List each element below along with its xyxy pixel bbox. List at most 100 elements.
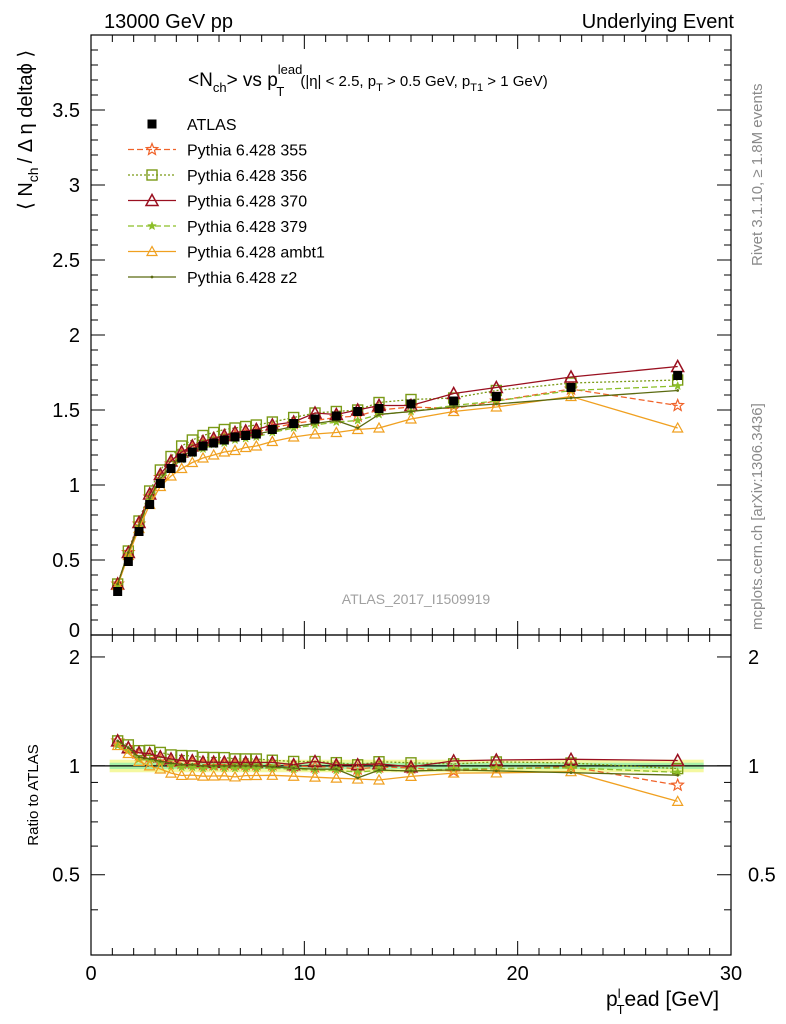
marker-z2 (494, 769, 498, 773)
y-tick-label: 2.5 (52, 250, 80, 272)
title-cuts-b-sub: T1 (470, 82, 483, 94)
dot-point (158, 759, 162, 763)
marker-z2 (116, 739, 120, 743)
marker-z2 (190, 763, 194, 766)
marker-z2 (116, 582, 120, 586)
marker-ATLAS (449, 396, 459, 406)
marker-ambt1 (372, 773, 386, 785)
marker-ambt1 (351, 772, 364, 784)
small-triangle-point (490, 766, 503, 778)
atlas-point (673, 371, 683, 380)
marker-z2 (569, 771, 573, 775)
marker-ambt1 (564, 765, 578, 777)
marker-z2 (254, 764, 258, 768)
dot-point (126, 746, 130, 750)
title-main-sub: ch (213, 80, 227, 95)
marker-ATLAS (209, 438, 219, 448)
header-left: 13000 GeV pp (104, 11, 233, 33)
triangle-point (563, 369, 579, 383)
marker-p379 (352, 415, 363, 425)
small-triangle-point (122, 747, 135, 759)
marker-ambt1 (175, 462, 188, 474)
marker-ambt1 (186, 768, 199, 780)
marker-ambt1 (196, 451, 210, 463)
marker-p355 (144, 141, 160, 156)
marker-ATLAS (353, 407, 363, 416)
marker-ATLAS (267, 425, 277, 434)
series-ambt1 (111, 390, 684, 591)
marker-ambt1 (447, 405, 460, 417)
y-tick-label: 3.5 (52, 100, 80, 122)
marker-z2 (313, 767, 317, 771)
header-right: Underlying Event (582, 11, 735, 33)
dot-point (137, 755, 141, 759)
series-line-p379 (117, 385, 678, 586)
marker-ambt1 (351, 423, 364, 435)
dot-point (313, 767, 317, 771)
marker-ambt1 (671, 795, 684, 806)
marker-p379 (123, 745, 134, 755)
marker-z2 (356, 776, 360, 780)
atlas-point (166, 464, 176, 473)
dot-point (569, 396, 573, 400)
marker-p379 (230, 763, 240, 773)
x-tick-label: 20 (507, 963, 529, 985)
xlabel-sup: l (618, 986, 621, 1001)
marker-z2 (569, 396, 573, 400)
plot-title: <Nch> vs plead T(|η| < 2.5, pT > 0.5 GeV,… (188, 62, 548, 99)
marker-ATLAS (187, 447, 197, 457)
small-triangle-point (564, 765, 578, 777)
series-line-p355 (117, 388, 678, 585)
marker-ATLAS (491, 392, 501, 401)
star-point (144, 141, 160, 156)
marker-ambt1 (447, 766, 460, 778)
marker-ambt1 (287, 769, 300, 781)
marker-ambt1 (196, 769, 210, 781)
ratio-series-ambt1 (111, 739, 684, 806)
marker-ambt1 (207, 769, 220, 781)
marker-ATLAS (166, 464, 176, 473)
marker-ambt1 (250, 769, 263, 781)
small-triangle-point (228, 444, 242, 456)
y-tick-label: 1 (69, 475, 80, 497)
small-triangle-point (308, 770, 322, 782)
marker-p370 (670, 752, 685, 767)
marker-z2 (126, 551, 130, 554)
marker-p370 (670, 358, 685, 373)
series-z2 (116, 389, 680, 586)
marker-z2 (377, 413, 381, 416)
dot-point (452, 768, 456, 772)
marker-ambt1 (404, 412, 418, 424)
filled-star-point (176, 762, 187, 772)
dot-point (126, 551, 130, 554)
dot-point (201, 764, 205, 768)
marker-ambt1 (164, 469, 178, 481)
marker-z2 (212, 764, 216, 768)
marker-ambt1 (111, 739, 124, 751)
ratio-series (110, 733, 685, 806)
small-triangle-point (447, 405, 460, 417)
marker-ambt1 (372, 421, 386, 433)
small-triangle-point (266, 769, 279, 780)
marker-ATLAS (147, 119, 157, 129)
marker-ambt1 (132, 755, 146, 766)
small-triangle-point (111, 739, 124, 751)
marker-ATLAS (566, 383, 576, 392)
small-triangle-point (287, 430, 300, 442)
marker-z2 (244, 764, 248, 768)
x-tick-label: 10 (293, 963, 315, 985)
series-line-ambt1 (117, 395, 678, 586)
atlas-point (251, 429, 261, 439)
marker-z2 (409, 769, 413, 773)
series-line-p356 (117, 379, 678, 585)
small-triangle-point (145, 245, 159, 257)
small-triangle-point (207, 769, 220, 781)
dot-point (244, 764, 248, 768)
dot-point (116, 582, 120, 586)
legend-entry-p370: Pythia 6.428 370 (128, 192, 307, 211)
dot-point (270, 765, 274, 769)
marker-z2 (233, 764, 237, 768)
filled-star-point (230, 763, 240, 773)
dot-point (222, 764, 226, 768)
triangle-point (670, 752, 685, 767)
